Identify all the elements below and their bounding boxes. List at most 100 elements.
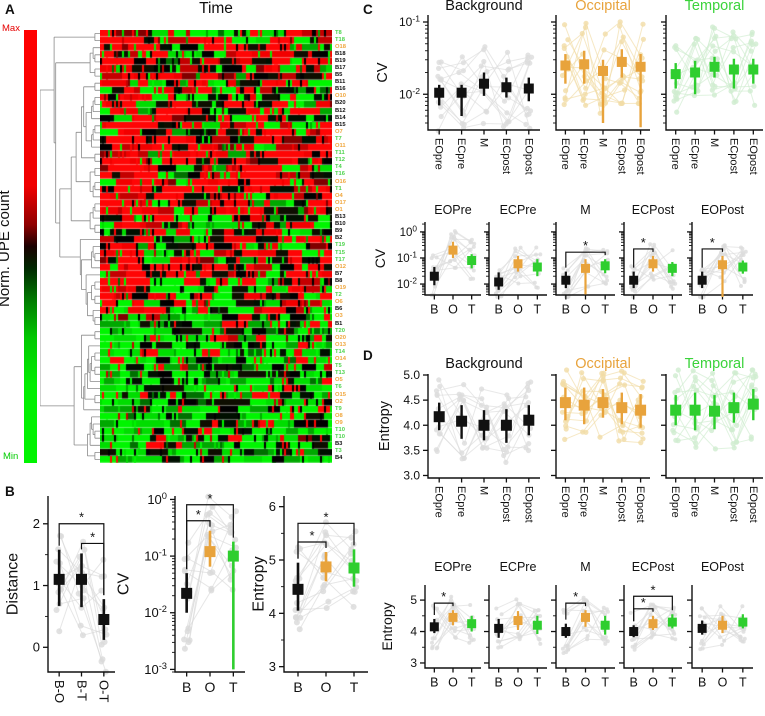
svg-text:EOpost: EOpost xyxy=(522,138,534,175)
series-markers xyxy=(561,259,610,295)
plot-b-distance: 0 1 2 B-O B-T O-T * * Distance xyxy=(5,496,115,703)
y-axis-label: CV xyxy=(372,248,388,268)
heatmap-row-label: T1 xyxy=(335,185,342,192)
svg-text:Background: Background xyxy=(445,0,522,14)
y-axis-label: Distance xyxy=(5,553,22,615)
heatmap-row-label: O2 xyxy=(335,398,343,405)
axes: 100 10-1 10-2 10-3 B O T xyxy=(144,491,245,695)
svg-text:B: B xyxy=(430,676,438,690)
svg-text:O: O xyxy=(718,676,728,690)
svg-text:O: O xyxy=(448,303,458,317)
heatmap-row-label: O3 xyxy=(335,313,343,320)
svg-text:ECpost: ECpost xyxy=(615,486,627,522)
svg-text:O-T: O-T xyxy=(97,680,112,702)
series-markers xyxy=(292,549,360,611)
heatmap-time-title: Time xyxy=(199,0,233,17)
svg-text:ECpost: ECpost xyxy=(500,138,512,174)
heatmap-row-label: T15 xyxy=(335,249,345,256)
svg-text:B: B xyxy=(494,676,502,690)
svg-text:B: B xyxy=(562,303,570,317)
heatmap-row-label: B11 xyxy=(335,79,346,86)
heatmap-row-label: T2 xyxy=(335,292,342,299)
svg-text:3.5: 3.5 xyxy=(403,443,420,457)
svg-text:O: O xyxy=(448,676,458,690)
heatmap-row-label: O17 xyxy=(335,199,346,206)
heatmap-row-label: O11 xyxy=(335,143,346,150)
heatmap-row-label: O10 xyxy=(335,93,346,100)
heatmap-row-label: T5 xyxy=(335,363,342,370)
heatmap-row-label: O7 xyxy=(335,128,343,135)
chart-b-entropy: 3 4 5 6 B O T * * Entropy xyxy=(251,496,368,695)
svg-text:B: B xyxy=(629,676,637,690)
svg-text:T: T xyxy=(534,676,542,690)
svg-text:*: * xyxy=(583,238,588,253)
chart-d-background: 3.0 3.5 4.0 4.5 5.0 EOpre ECpre M ECpost EOpost Ba… xyxy=(377,356,540,523)
heatmap-row-label: T16 xyxy=(335,171,345,178)
svg-text:10-1: 10-1 xyxy=(397,251,418,265)
svg-text:M: M xyxy=(580,560,590,574)
svg-text:4.5: 4.5 xyxy=(403,393,420,407)
heatmap-row-label: T10 xyxy=(335,427,345,433)
heatmap-row-label: O8 xyxy=(335,412,343,419)
heatmap-row-label: T17 xyxy=(335,256,345,263)
heatmap-row-label: B16 xyxy=(335,86,346,93)
svg-text:O: O xyxy=(581,676,591,690)
svg-text:ECpost: ECpost xyxy=(727,138,739,174)
svg-text:Occipital: Occipital xyxy=(575,0,631,14)
chart-d-occipital: EOpre ECpre M ECpost EOpost Occipital xyxy=(551,356,650,523)
heatmap-row-label: B7 xyxy=(335,270,343,277)
svg-text:Background: Background xyxy=(445,356,522,372)
svg-text:B: B xyxy=(430,303,438,317)
heatmap-row-label: O1 xyxy=(335,206,343,213)
scatter-points xyxy=(670,24,759,115)
svg-text:T: T xyxy=(669,303,677,317)
axes: EOpre ECpre M ECpost EOpost xyxy=(661,374,763,523)
svg-text:ECpost: ECpost xyxy=(727,486,739,522)
series-markers xyxy=(697,614,748,635)
heatmap-row-label: O16 xyxy=(335,178,346,185)
heatmap-row-label: O14 xyxy=(335,356,346,363)
svg-text:ECPre: ECPre xyxy=(500,560,537,574)
svg-text:100: 100 xyxy=(147,491,167,507)
heatmap-row-label: T10 xyxy=(335,434,345,441)
svg-text:ECpre: ECpre xyxy=(689,138,701,169)
plot-c-ecpre: B O T ECPre xyxy=(484,203,547,317)
heatmap-row-label: O6 xyxy=(335,299,343,306)
heatmap-row-label: B17 xyxy=(335,64,346,71)
svg-text:*: * xyxy=(323,509,328,524)
svg-text:B: B xyxy=(494,303,502,317)
heatmap-row-label: O15 xyxy=(335,391,346,398)
heatmap-row-label: B18 xyxy=(335,50,346,57)
series-markers xyxy=(559,387,647,428)
chart-c-ecpost: B O T * ECPost xyxy=(619,203,682,317)
svg-text:*: * xyxy=(641,235,646,250)
svg-text:EOpost: EOpost xyxy=(747,486,759,523)
svg-text:O: O xyxy=(321,679,332,695)
heatmap-row-label: T8 xyxy=(335,29,342,36)
plot-c-m: B O T*M xyxy=(551,203,615,317)
heatmap-row-label: T11 xyxy=(335,150,345,157)
svg-text:4: 4 xyxy=(410,625,417,639)
heatmap-row-label: B12 xyxy=(335,107,346,114)
significance-bracket: * xyxy=(701,235,724,268)
colorbar-axis-label: Norm. UPE count xyxy=(0,190,13,308)
svg-text:M: M xyxy=(708,486,720,495)
chart-b-distance: 0 1 2 B-O B-T O-T * * Distance xyxy=(5,496,115,703)
heatmap-row-label: B3 xyxy=(335,441,343,448)
svg-text:EOpre: EOpre xyxy=(669,138,681,170)
significance-bracket: * xyxy=(565,238,606,268)
panel-label-d: D xyxy=(363,348,373,363)
scatter-points xyxy=(429,229,477,298)
chart-d-temporal: EOpre ECpre M ECpost EOpost Temporal xyxy=(661,356,763,523)
svg-text:O: O xyxy=(205,679,216,695)
series-markers xyxy=(434,72,534,116)
chart-c-background: 10-1 10-2 EOpre ECpre M ECpost EOpost Backgroun… xyxy=(375,0,540,175)
heatmap-row-label: B10 xyxy=(335,221,346,228)
y-axis-label: CV xyxy=(375,62,391,82)
series-markers xyxy=(560,49,646,128)
heatmap-row-label: T6 xyxy=(335,384,342,391)
plot-c-bg: 10-1 10-2 EOpre ECpre M ECpost EOpost Backgroun… xyxy=(375,0,540,175)
svg-text:EOpre: EOpre xyxy=(559,138,571,170)
